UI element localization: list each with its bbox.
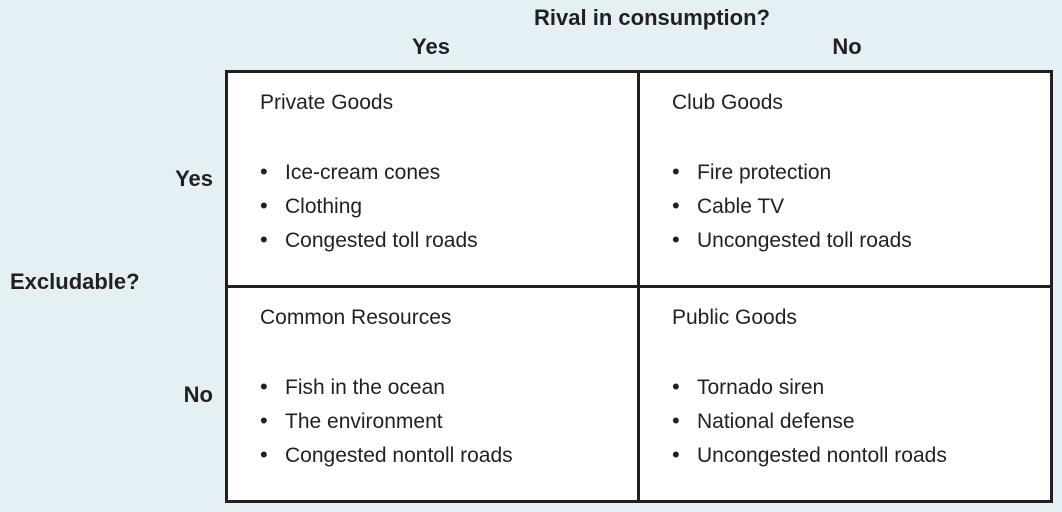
quadrant-title: Club Goods bbox=[672, 91, 783, 114]
list-item: Uncongested toll roads bbox=[672, 223, 1040, 257]
quadrant-common-resources: Common Resources Fish in the ocean The e… bbox=[228, 288, 640, 500]
column-axis-question: Rival in consumption? bbox=[534, 5, 770, 30]
quadrant-title: Common Resources bbox=[260, 306, 452, 329]
quadrant-title: Public Goods bbox=[672, 306, 797, 329]
list-item: Tornado siren bbox=[672, 370, 1040, 404]
quadrant-example-list: Fish in the ocean The environment Conges… bbox=[260, 370, 627, 472]
quadrant-private-goods: Private Goods Ice-cream cones Clothing C… bbox=[228, 73, 640, 288]
column-label-yes: Yes bbox=[412, 34, 450, 59]
quadrant-example-list: Ice-cream cones Clothing Congested toll … bbox=[260, 155, 627, 257]
goods-matrix: Private Goods Ice-cream cones Clothing C… bbox=[225, 70, 1053, 503]
list-item: Cable TV bbox=[672, 189, 1040, 223]
row-label-no: No bbox=[183, 382, 213, 407]
column-label-no: No bbox=[832, 34, 862, 59]
list-item: Uncongested nontoll roads bbox=[672, 438, 1040, 472]
list-item: Congested toll roads bbox=[260, 223, 627, 257]
quadrant-public-goods: Public Goods Tornado siren National defe… bbox=[640, 288, 1050, 500]
quadrant-club-goods: Club Goods Fire protection Cable TV Unco… bbox=[640, 73, 1050, 288]
quadrant-title: Private Goods bbox=[260, 91, 394, 114]
row-axis-question: Excludable? bbox=[10, 269, 140, 294]
list-item: National defense bbox=[672, 404, 1040, 438]
list-item: Clothing bbox=[260, 189, 627, 223]
quadrant-example-list: Fire protection Cable TV Uncongested tol… bbox=[672, 155, 1040, 257]
row-label-yes: Yes bbox=[175, 166, 213, 191]
quadrant-example-list: Tornado siren National defense Uncongest… bbox=[672, 370, 1040, 472]
list-item: Fish in the ocean bbox=[260, 370, 627, 404]
list-item: Fire protection bbox=[672, 155, 1040, 189]
list-item: The environment bbox=[260, 404, 627, 438]
list-item: Ice-cream cones bbox=[260, 155, 627, 189]
list-item: Congested nontoll roads bbox=[260, 438, 627, 472]
